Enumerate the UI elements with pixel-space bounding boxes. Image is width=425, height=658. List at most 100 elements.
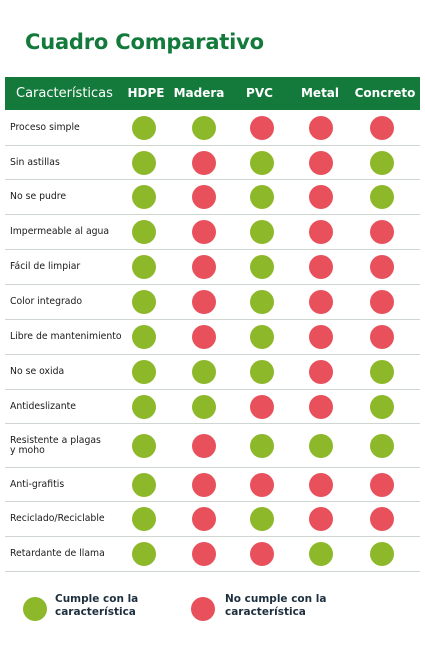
table-row: No se pudre [5,180,420,215]
no-dot-pvc [250,472,274,497]
yes-dot-hdpe [132,433,156,458]
no-dot-metal [309,507,333,531]
yes-dot-hdpe [132,185,156,209]
legend-no-label: No cumple con la característica [225,593,327,619]
no-dot-metal [309,360,333,384]
no-dot-pvc [250,394,274,419]
row-label: Resistente a plagas y moho [10,434,101,456]
yes-dot-hdpe [132,542,156,566]
no-dot-pvc [250,115,274,140]
row-label: Impermeable al agua [10,226,110,238]
yes-dot-hdpe [132,507,156,531]
no-dot-madera [192,325,216,349]
no-dot-metal [309,150,333,175]
table-row: Impermeable al agua [5,215,420,250]
table-row: Sin astillas [5,146,420,180]
yes-dot-concreto [370,185,394,209]
no-dot-madera [192,542,216,566]
yes-dot-pvc [250,325,274,349]
table-row: No se oxida [5,355,420,390]
header-pvc: PVC [246,86,273,100]
table-row: Proceso simple [5,110,420,146]
yes-dot-pvc [250,507,274,531]
header-concreto: Concreto [354,86,416,100]
header-hdpe: HDPE [127,86,165,100]
yes-dot-madera [192,115,216,140]
yes-dot-hdpe [132,472,156,497]
yes-dot-madera [192,394,216,419]
yes-dot-hdpe [132,394,156,419]
yes-dot-hdpe [132,150,156,175]
table-row: Reciclado/Reciclable [5,502,420,537]
row-label: Reciclado/Reciclable [10,513,105,525]
yes-dot-concreto [370,433,394,458]
page-title: Cuadro Comparativo [25,30,264,54]
no-dot-madera [192,150,216,175]
no-dot-concreto [370,220,394,244]
yes-dot-concreto [370,542,394,566]
yes-dot-hdpe [132,360,156,384]
no-dot-concreto [370,255,394,279]
yes-dot-metal [309,542,333,566]
no-dot-metal [309,325,333,349]
no-dot-concreto [370,472,394,497]
no-dot-metal [309,115,333,140]
no-dot-metal [309,185,333,209]
table-row: Resistente a plagas y moho [5,424,420,468]
no-dot-metal [309,220,333,244]
row-label: Proceso simple [10,121,80,133]
legend-yes-label: Cumple con la característica [55,593,139,619]
no-dot-metal [309,472,333,497]
table-row: Color integrado [5,285,420,320]
no-dot-concreto [370,507,394,531]
table-row: Anti-grafitis [5,468,420,502]
no-dot-pvc [250,542,274,566]
yes-dot-concreto [370,394,394,419]
header-characteristics: Características [16,86,113,101]
yes-dot-hdpe [132,115,156,140]
yes-dot-hdpe [132,325,156,349]
yes-dot-pvc [250,220,274,244]
no-dot-madera [192,220,216,244]
yes-dot-pvc [250,433,274,458]
header-madera: Madera [173,86,225,100]
yes-dot-concreto [370,150,394,175]
legend-yes-dot [23,597,47,621]
yes-dot-concreto [370,360,394,384]
no-dot-metal [309,394,333,419]
table-body: Proceso simple Sin astillas No se pudre Imp… [5,110,420,572]
table-row: Fácil de limpiar [5,250,420,285]
table-row: Retardante de llama [5,537,420,572]
no-dot-madera [192,185,216,209]
yes-dot-madera [192,360,216,384]
row-label: Retardante de llama [10,548,105,560]
yes-dot-pvc [250,360,274,384]
no-dot-metal [309,255,333,279]
row-label: No se pudre [10,191,67,203]
no-dot-concreto [370,115,394,140]
legend-no-dot [191,597,215,621]
table-row: Libre de mantenimiento [5,320,420,355]
yes-dot-metal [309,433,333,458]
no-dot-madera [192,290,216,314]
table-row: Antideslizante [5,390,420,424]
row-label: Color integrado [10,296,83,308]
no-dot-metal [309,290,333,314]
yes-dot-pvc [250,255,274,279]
row-label: Anti-grafitis [10,478,65,490]
yes-dot-pvc [250,290,274,314]
row-label: No se oxida [10,366,65,378]
no-dot-madera [192,507,216,531]
header-metal: Metal [300,86,340,100]
yes-dot-hdpe [132,290,156,314]
yes-dot-hdpe [132,220,156,244]
table-header: Características HDPE Madera PVC Metal Co… [5,77,420,110]
comparison-table: Características HDPE Madera PVC Metal Co… [5,77,420,572]
row-label: Fácil de limpiar [10,261,81,273]
no-dot-concreto [370,290,394,314]
row-label: Libre de mantenimiento [10,331,122,343]
legend: Cumple con la característica No cumple c… [0,592,425,626]
no-dot-concreto [370,325,394,349]
yes-dot-hdpe [132,255,156,279]
row-label: Sin astillas [10,156,60,168]
